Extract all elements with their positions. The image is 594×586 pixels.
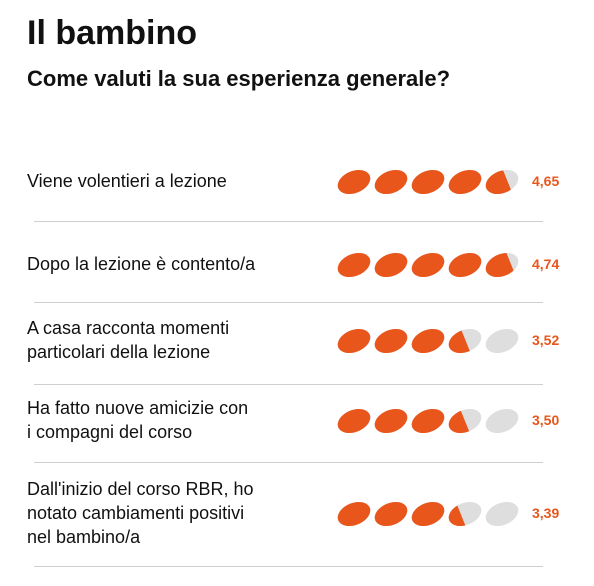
rating-ball-icon <box>448 252 482 278</box>
rating-icons <box>337 328 519 354</box>
rating-ball-icon <box>374 252 408 278</box>
rating-icons <box>337 501 519 527</box>
rating-label-line: Dall'inizio del corso RBR, ho <box>27 479 254 499</box>
rating-ball-icon <box>448 169 482 195</box>
rating-value: 3,52 <box>532 332 560 348</box>
rating-ball-icon <box>411 252 445 278</box>
rating-icons <box>337 408 519 434</box>
page-subtitle: Come valuti la sua esperienza generale? <box>27 66 451 91</box>
rating-ball-icon <box>337 328 371 354</box>
rating-value: 4,74 <box>532 256 560 272</box>
rating-ball-icon <box>411 328 445 354</box>
rating-ball-icon <box>448 501 482 527</box>
row-separator <box>34 302 543 303</box>
rating-label: Viene volentieri a lezione <box>27 169 327 193</box>
rating-label-line: i compagni del corso <box>27 422 193 442</box>
rating-ball-icon <box>411 501 445 527</box>
row-separator <box>34 384 543 385</box>
rating-label: Dall'inizio del corso RBR, ho notato camb… <box>27 477 327 549</box>
rating-value: 4,65 <box>532 173 560 189</box>
rating-label-line: A casa racconta momenti <box>27 318 230 338</box>
rating-ball-icon <box>485 252 519 278</box>
rating-label-line: Dopo la lezione è contento/a <box>27 254 256 274</box>
rating-ball-icon <box>374 501 408 527</box>
rating-ball-icon <box>485 328 519 354</box>
rating-label: Dopo la lezione è contento/a <box>27 252 327 276</box>
rating-ball-icon <box>411 169 445 195</box>
rating-ball-icon <box>485 169 519 195</box>
rating-ball-icon <box>374 408 408 434</box>
rating-label-line: nel bambino/a <box>27 527 141 547</box>
row-separator <box>34 221 543 222</box>
row-separator <box>34 566 543 567</box>
rating-ball-icon <box>485 408 519 434</box>
rating-ball-icon <box>485 501 519 527</box>
row-separator <box>34 462 543 463</box>
rating-ball-icon <box>374 328 408 354</box>
rating-ball-icon <box>411 408 445 434</box>
rating-ball-icon <box>337 252 371 278</box>
rating-label: A casa racconta momenti particolari della… <box>27 316 327 364</box>
rating-icons <box>337 169 519 195</box>
rating-value: 3,50 <box>532 412 560 428</box>
rating-value: 3,39 <box>532 505 560 521</box>
rating-ball-icon <box>337 408 371 434</box>
page-title: Il bambino <box>27 14 197 52</box>
rating-label: Ha fatto nuove amicizie con i compagni de… <box>27 396 327 444</box>
rating-label-line: Viene volentieri a lezione <box>27 171 227 191</box>
rating-ball-icon <box>374 169 408 195</box>
rating-label-line: particolari della lezione <box>27 342 211 362</box>
rating-ball-icon <box>448 408 482 434</box>
rating-icons <box>337 252 519 278</box>
rating-label-line: notato cambiamenti positivi <box>27 503 245 523</box>
rating-ball-icon <box>337 501 371 527</box>
rating-ball-icon <box>448 328 482 354</box>
rating-ball-icon <box>337 169 371 195</box>
rating-label-line: Ha fatto nuove amicizie con <box>27 398 249 418</box>
